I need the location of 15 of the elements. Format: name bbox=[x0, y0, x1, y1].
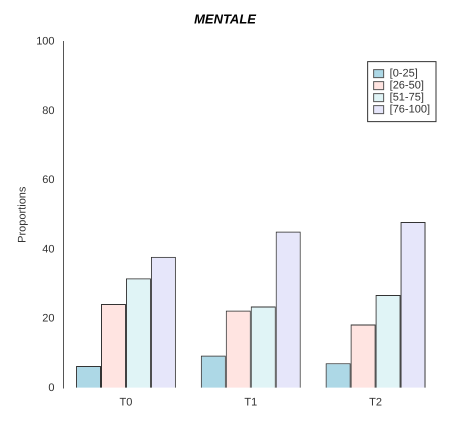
y-tick-label: 80 bbox=[42, 104, 55, 117]
legend-label: [0-25] bbox=[390, 68, 418, 80]
y-tick-label: 40 bbox=[42, 243, 55, 256]
x-tick-label: T2 bbox=[369, 396, 382, 408]
y-axis-title: Proportions bbox=[16, 186, 29, 243]
legend-label: [76-100] bbox=[390, 104, 430, 116]
x-tick-label: T0 bbox=[120, 396, 132, 408]
y-tick-label: 60 bbox=[42, 174, 55, 186]
y-tick-label: 100 bbox=[36, 36, 55, 48]
y-tick-label: 20 bbox=[42, 312, 55, 325]
legend-label: [51-75] bbox=[390, 92, 424, 104]
chart-title: MENTALE bbox=[194, 11, 256, 26]
x-tick-label: T1 bbox=[244, 396, 258, 408]
y-tick-label: 0 bbox=[48, 382, 55, 394]
legend-label: [26-50] bbox=[390, 80, 424, 92]
